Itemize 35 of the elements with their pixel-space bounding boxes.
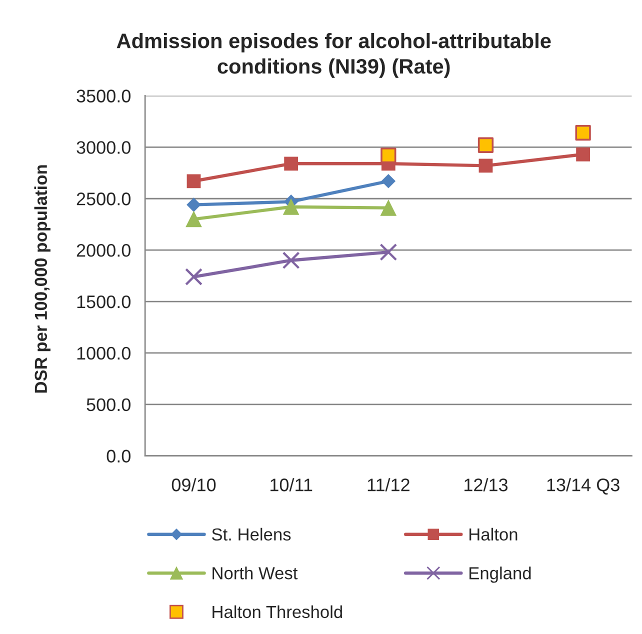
point xyxy=(575,124,591,141)
legend-label: England xyxy=(470,566,531,583)
y-tick-label: 500.0 xyxy=(86,398,130,412)
y-tick-label: 3500.0 xyxy=(76,90,130,102)
point xyxy=(186,174,201,188)
y-tick-label: 0.0 xyxy=(106,450,130,463)
y-tick-label: 3000.0 xyxy=(76,141,130,154)
point xyxy=(576,147,590,162)
point xyxy=(380,148,396,164)
x-tick-label: 10/11 xyxy=(270,478,312,492)
chart-title: Admission episodes for alcohol-attributable conditions (NI39) (Rate) xyxy=(116,32,551,78)
point xyxy=(186,198,201,212)
y-tick-label: 1500.0 xyxy=(77,295,130,308)
point xyxy=(284,156,298,171)
point xyxy=(380,243,398,261)
point xyxy=(283,198,300,215)
y-axis-title: DSR per 100,000 population xyxy=(34,165,50,393)
point xyxy=(381,174,396,188)
point xyxy=(478,137,494,153)
y-tick-label: 2500.0 xyxy=(76,192,130,206)
point xyxy=(185,268,203,286)
x-tick-label: 11/12 xyxy=(368,478,410,492)
point xyxy=(186,211,202,228)
x-tick-label: 09/10 xyxy=(172,478,216,492)
point xyxy=(380,200,396,216)
point xyxy=(282,252,300,270)
legend-label: Halton Threshold xyxy=(212,605,342,618)
y-tick-label: 1000.0 xyxy=(77,346,130,360)
point xyxy=(478,158,493,173)
legend-label: Halton xyxy=(470,528,518,541)
legend-label: St. Helens xyxy=(212,528,291,541)
legend-label: North West xyxy=(212,566,298,580)
x-tick-label: 13/14 Q3 xyxy=(547,478,620,495)
y-tick-label: 2000.0 xyxy=(76,244,130,257)
x-tick-label: 12/13 xyxy=(464,478,508,492)
